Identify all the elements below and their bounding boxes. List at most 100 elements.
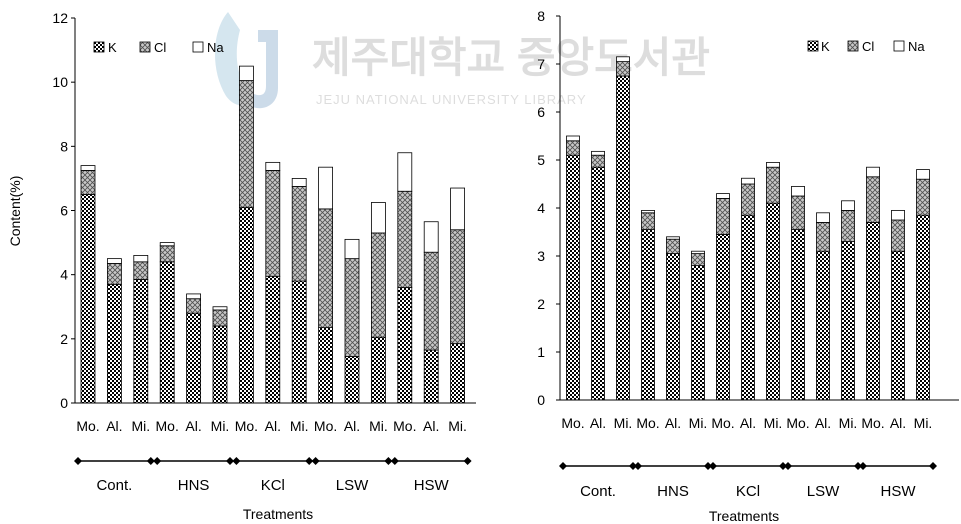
bar-segment-na	[450, 187, 466, 231]
x-category-label: Al.	[590, 415, 606, 431]
y-tick-label: 2	[60, 331, 68, 347]
bar-segment-na	[741, 177, 755, 185]
treatment-group-label: HSW	[414, 477, 450, 494]
bar-segment-na	[423, 221, 439, 253]
bar-segment-cl	[344, 258, 360, 357]
x-category-label: Al.	[740, 415, 756, 431]
diamond-marker-icon	[305, 457, 314, 465]
bar-segment-na	[766, 161, 780, 168]
x-categories-right: Mo. Al. Mi. Mo. Al. Mi. Mo. Al. Mi. Mo. Al. Mi. Mo. A…	[561, 415, 932, 431]
bar-segment-cl	[318, 208, 334, 329]
bar-segment-cl	[265, 169, 281, 277]
diamond-marker-icon	[463, 457, 472, 465]
bar-segment-cl	[641, 212, 655, 231]
x-category-label: Al.	[185, 418, 201, 434]
bar-segment-cl	[159, 245, 175, 263]
treatment-group-label: KCl	[261, 477, 285, 494]
x-category-label: Mi.	[614, 415, 633, 431]
y-tick-label: 2	[537, 296, 545, 312]
bar-segment-na	[841, 200, 855, 211]
bar-segment-k	[212, 325, 228, 404]
bar-segment-na	[318, 166, 334, 210]
treatment-group-label: HSW	[881, 483, 917, 500]
bar-segment-cl	[212, 309, 228, 327]
y-ticks-left: 0 2 4 6 8 10 12	[52, 10, 75, 411]
bar-segment-k	[741, 214, 755, 401]
bar-segment-na	[370, 202, 386, 234]
bar-segment-cl	[423, 251, 439, 351]
y-tick-label: 3	[537, 248, 545, 264]
x-category-label: Mi.	[764, 415, 783, 431]
watermark-korean-text: 제주대학교 중앙도서관	[312, 34, 710, 81]
bar-segment-cl	[591, 154, 605, 168]
bar-segment-k	[791, 229, 805, 401]
legend-k-label: K	[108, 40, 117, 55]
diamond-marker-icon	[629, 462, 637, 470]
y-tick-label: 6	[537, 104, 545, 120]
bar-segment-k	[291, 280, 307, 404]
bar-segment-na	[344, 238, 360, 260]
x-axis-title-left: Treatments	[243, 506, 313, 522]
bar-segment-cl	[666, 238, 680, 254]
y-tick-label: 1	[537, 344, 545, 360]
x-category-label: Mo.	[786, 415, 809, 431]
x-category-label: Mo.	[314, 418, 337, 434]
bar-segment-k	[80, 194, 96, 404]
diamond-marker-icon	[232, 457, 241, 465]
bar-segment-na	[866, 166, 880, 178]
diamond-marker-icon	[226, 457, 234, 465]
x-axis-title-right: Treatments	[709, 508, 779, 524]
diamond-marker-icon	[859, 462, 867, 470]
bar-segment-na	[159, 242, 175, 247]
legend-right: K Cl Na	[807, 39, 925, 54]
bar-segment-k	[616, 75, 630, 401]
bar-segment-k	[107, 283, 122, 404]
diamond-marker-icon	[74, 457, 82, 465]
bar-segment-k	[566, 154, 580, 401]
bar-segment-cl	[566, 140, 580, 156]
bar-segment-na	[791, 185, 805, 197]
treatment-group-label: HNS	[657, 483, 689, 500]
bar-segment-na	[691, 250, 705, 254]
bar-segment-k	[370, 336, 386, 404]
x-category-label: Al.	[344, 418, 360, 434]
bar-segment-na	[80, 165, 96, 171]
bar-segment-na	[891, 209, 905, 221]
bar-segment-k	[641, 229, 655, 401]
bar-segment-cl	[741, 183, 755, 216]
treatment-group-label: Cont.	[580, 483, 616, 500]
bar-segment-cl	[107, 263, 122, 285]
bars-right	[566, 56, 930, 401]
bar-segment-k	[450, 343, 466, 404]
bar-segment-k	[423, 349, 439, 404]
bar-segment-na	[107, 258, 122, 264]
bar-segment-cl	[133, 261, 149, 280]
bar-segment-na	[566, 135, 580, 142]
diamond-marker-icon	[384, 457, 393, 465]
bar-segment-cl	[291, 186, 307, 282]
treatment-group-label: Cont.	[96, 477, 132, 494]
x-category-label: Mo.	[235, 418, 258, 434]
diamond-marker-icon	[709, 462, 717, 470]
diamond-marker-icon	[634, 462, 642, 470]
y-axis-title-left: Content(%)	[7, 176, 23, 247]
treatment-group-label: KCl	[736, 483, 760, 500]
bar-segment-k	[344, 356, 360, 404]
bar-segment-k	[238, 206, 254, 404]
bar-segment-na	[291, 178, 307, 187]
x-category-label: Mo.	[561, 415, 584, 431]
bar-segment-cl	[238, 80, 254, 208]
treatment-groups-right: Cont. HNS KCl LSW HSW	[559, 462, 937, 500]
bar-segment-cl	[866, 176, 880, 223]
bar-segment-na	[397, 152, 413, 192]
bar-segment-na	[265, 161, 281, 171]
bar-segment-k	[186, 312, 202, 404]
legend-cl-swatch	[139, 41, 151, 53]
bar-segment-na	[238, 65, 254, 81]
legend-cl-label: Cl	[862, 39, 874, 54]
legend-na-label: Na	[908, 39, 925, 54]
legend-na-swatch	[893, 40, 905, 52]
bar-segment-cl	[450, 229, 466, 345]
bar-segment-k	[159, 261, 175, 404]
x-categories-left: Mo. Al. Mi. Mo. Al. Mi. Mo. Al. Mi. Mo. Al. Mi. Mo. A…	[76, 418, 467, 434]
